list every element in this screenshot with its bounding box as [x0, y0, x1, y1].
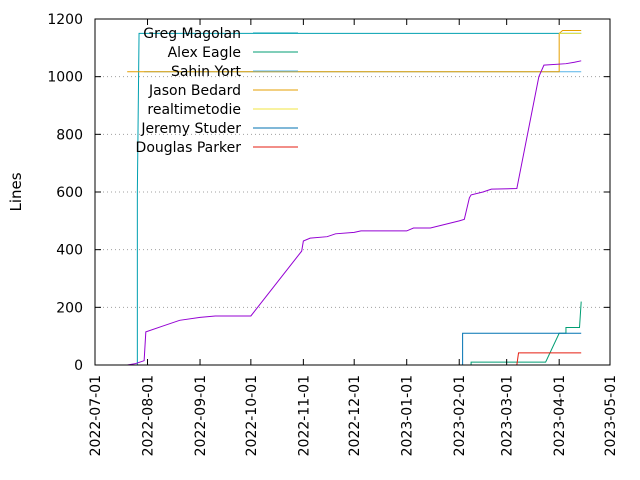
- y-tick-label: 1000: [47, 70, 83, 86]
- y-tick-label: 1200: [47, 12, 83, 28]
- legend-label: Alex Eagle: [168, 45, 241, 61]
- x-tick-label: 2022-10-01: [244, 375, 260, 456]
- x-tick-label: 2022-12-01: [347, 375, 363, 456]
- series-line-6: [462, 332, 582, 365]
- x-tick-label: 2023-03-01: [500, 375, 516, 456]
- series-lines: [127, 30, 582, 366]
- x-tick-label: 2022-08-01: [141, 375, 157, 456]
- legend-label: realtimetodie: [147, 102, 241, 118]
- x-tick-label: 2023-05-01: [603, 375, 619, 456]
- legend-label: Jeremy Studer: [140, 121, 241, 137]
- x-tick-label: 2022-07-01: [88, 375, 104, 456]
- y-tick-label: 200: [56, 300, 83, 316]
- x-tick-label: 2023-01-01: [400, 375, 416, 456]
- legend-label: Jason Bedard: [148, 83, 241, 99]
- series-line-7: [516, 352, 582, 366]
- y-tick-label: 0: [74, 358, 83, 374]
- x-tick-label: 2022-11-01: [296, 375, 312, 456]
- series-line-8: [127, 60, 582, 366]
- y-tick-label: 800: [56, 127, 83, 143]
- x-tick-label: 2022-09-01: [193, 375, 209, 456]
- legend: Greg Magolan Alex Eagle Sahin Yort Jason Be…: [136, 26, 298, 156]
- y-tick-label: 600: [56, 185, 83, 201]
- legend-label: Douglas Parker: [136, 140, 242, 156]
- y-tick-label: 400: [56, 243, 83, 259]
- legend-label: Greg Magolan: [143, 26, 241, 42]
- axis-ticks: 0 200 400 600 800 1000 1200 2022-07-01 2022-08-0…: [47, 12, 619, 456]
- legend-label: Sahin Yort: [171, 64, 242, 80]
- y-axis-label: Lines: [7, 172, 25, 211]
- x-tick-label: 2023-04-01: [552, 375, 568, 456]
- x-tick-label: 2023-02-01: [452, 375, 468, 456]
